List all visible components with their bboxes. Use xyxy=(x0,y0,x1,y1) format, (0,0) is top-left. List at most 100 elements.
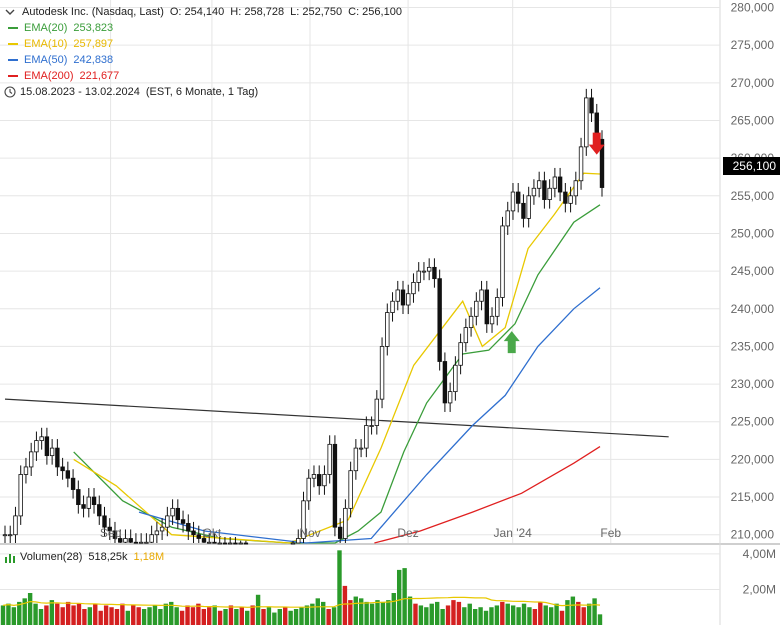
y-tick-label: 245,000 xyxy=(731,264,775,278)
volume-bar xyxy=(527,607,532,625)
candle-body xyxy=(557,176,563,193)
y-tick-label: 225,000 xyxy=(731,415,775,429)
candle-body xyxy=(144,541,149,544)
y-tick-label: 250,000 xyxy=(731,226,775,240)
volume-bar xyxy=(500,601,505,625)
candle-body xyxy=(437,278,442,362)
candle-body xyxy=(123,538,128,543)
candle-body xyxy=(337,526,343,539)
legend-ema10[interactable]: EMA(10) 257,897 xyxy=(4,36,408,52)
ema-line-ema50 xyxy=(138,287,601,544)
volume-bar xyxy=(375,600,380,625)
volume-bar xyxy=(234,609,239,625)
volume-bar xyxy=(6,603,11,625)
volume-bar xyxy=(445,605,451,625)
ema-line-ema200 xyxy=(374,446,601,544)
candle-body xyxy=(238,542,243,545)
instrument-name: Autodesk Inc. (Nasdaq, Last) xyxy=(22,6,164,18)
volume-bar xyxy=(299,607,304,625)
candle-body xyxy=(379,346,385,400)
candle-body xyxy=(584,97,589,148)
volume-bar xyxy=(71,605,76,625)
candle-body xyxy=(547,187,552,200)
volume-bar xyxy=(239,607,244,625)
y-tick-label: 220,000 xyxy=(731,452,775,466)
volume-bar xyxy=(559,610,565,625)
candle-body xyxy=(332,443,338,528)
ema20-value: 253,823 xyxy=(73,22,114,34)
volume-bar xyxy=(120,603,125,625)
legend-ema20[interactable]: EMA(20) 253,823 xyxy=(4,20,408,36)
volume-bar xyxy=(217,610,223,625)
candle-body xyxy=(327,443,332,475)
candle-body xyxy=(306,477,311,502)
volume-bar xyxy=(315,598,320,625)
open-value: O: 254,140 xyxy=(169,6,225,18)
ema10-value: 257,897 xyxy=(73,38,114,50)
volume-bar xyxy=(152,605,158,625)
candle-body xyxy=(18,474,23,517)
y-tick-label: 235,000 xyxy=(731,339,775,353)
volume-bar xyxy=(364,601,369,625)
candle-body xyxy=(196,534,201,539)
candle-body xyxy=(97,504,102,517)
y-tick-label: 215,000 xyxy=(731,490,775,504)
volume-bar xyxy=(196,603,201,625)
candle-body xyxy=(233,542,238,545)
candle-body xyxy=(416,270,421,283)
candle-body xyxy=(70,477,76,490)
volume-bar xyxy=(147,607,152,625)
volume-bar xyxy=(228,605,234,625)
candle-body xyxy=(505,210,510,227)
x-tick-label: Nov xyxy=(299,526,320,540)
volume-bar xyxy=(478,607,483,625)
volume-bar xyxy=(65,601,71,625)
x-tick-label: Sep xyxy=(100,526,122,540)
volume-bar xyxy=(82,609,87,625)
volume-bar xyxy=(22,598,27,625)
trendline-segment xyxy=(4,398,669,438)
volume-bar xyxy=(33,603,38,625)
candle-body xyxy=(39,436,44,441)
candle-body xyxy=(463,327,469,344)
volume-bar xyxy=(76,603,82,625)
y-tick-label: 280,000 xyxy=(731,1,775,15)
candle-body xyxy=(495,297,500,317)
volume-bar xyxy=(27,593,33,625)
legend-ema200[interactable]: EMA(200) 221,677 xyxy=(4,68,408,84)
ema200-swatch xyxy=(8,75,18,77)
volume-bar xyxy=(396,569,402,625)
y-tick-label: 265,000 xyxy=(731,113,775,127)
buy-arrow-icon xyxy=(503,331,520,354)
ema50-swatch xyxy=(8,59,18,61)
volume-bar xyxy=(125,610,131,625)
candle-body xyxy=(589,97,594,114)
volume-bar xyxy=(55,603,60,625)
candle-body xyxy=(227,542,233,545)
volume-bar xyxy=(586,603,592,625)
candle-body xyxy=(426,266,432,272)
volume-bar xyxy=(321,601,326,625)
volume-bar xyxy=(456,601,462,625)
low-value: L: 252,750 xyxy=(290,6,343,18)
volume-bar xyxy=(17,601,22,625)
candle-body xyxy=(374,398,380,426)
chevron-down-icon[interactable] xyxy=(4,6,16,18)
volume-bar xyxy=(386,600,391,625)
candle-body xyxy=(76,489,81,505)
candle-body xyxy=(311,474,317,479)
legend-ema50[interactable]: EMA(50) 242,838 xyxy=(4,52,408,68)
volume-bar xyxy=(131,605,136,625)
candle-body xyxy=(207,541,212,544)
candle-body xyxy=(563,191,568,204)
x-tick-label: Jan '24 xyxy=(494,526,533,540)
candle-body xyxy=(2,534,8,537)
candle-body xyxy=(217,542,222,545)
candle-body xyxy=(107,526,112,532)
ema20-label: EMA(20) xyxy=(24,22,68,34)
volume-bar xyxy=(288,610,293,625)
candle-body xyxy=(568,195,573,204)
y-tick-label: 210,000 xyxy=(731,528,775,542)
